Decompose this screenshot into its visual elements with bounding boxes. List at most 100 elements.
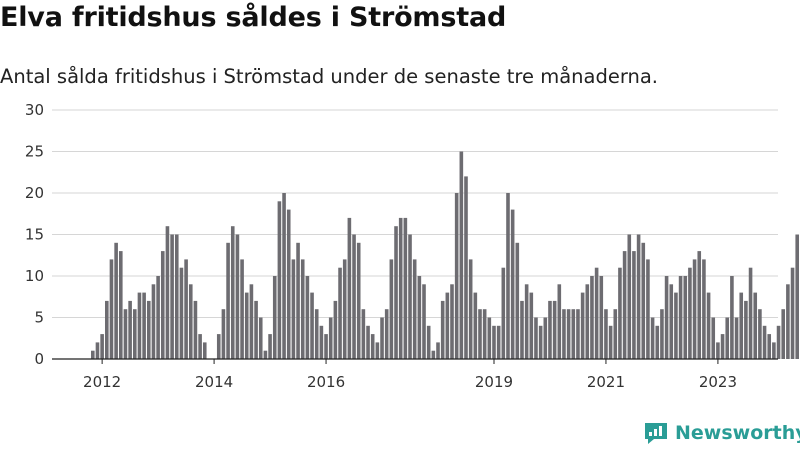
bar (165, 226, 170, 359)
bar (123, 309, 128, 359)
bar (352, 234, 356, 359)
bar (594, 267, 599, 359)
y-tick-label: 25 (25, 143, 44, 161)
bar (608, 325, 613, 359)
bar (146, 300, 151, 359)
bar (464, 176, 468, 359)
bar (198, 334, 202, 359)
bar (91, 350, 95, 359)
bar (291, 259, 296, 359)
bar (571, 309, 576, 359)
newsworthy-brand: Newsworthy (643, 418, 800, 448)
bar (118, 251, 123, 359)
bar (767, 334, 772, 359)
bar (384, 309, 389, 359)
bar (132, 309, 137, 359)
bar (244, 292, 249, 359)
bar (445, 292, 450, 359)
bar (576, 309, 580, 359)
bar (538, 325, 543, 359)
bar (314, 309, 319, 359)
bar (184, 259, 188, 359)
bar (282, 193, 286, 359)
bar (324, 334, 328, 359)
bar (431, 350, 436, 359)
bar (706, 292, 711, 359)
bar (440, 300, 445, 359)
bar (548, 300, 552, 359)
bar (487, 317, 492, 359)
y-tick-label: 5 (34, 309, 44, 327)
chart-title: Elva fritidshus såldes i Strömstad (0, 2, 507, 33)
y-tick-label: 10 (25, 267, 44, 285)
bar (328, 317, 333, 359)
bar (151, 284, 156, 359)
bar (319, 325, 324, 359)
bar (296, 242, 300, 359)
bar (142, 292, 146, 359)
bar (641, 242, 646, 359)
bar (552, 300, 557, 359)
bar (786, 284, 790, 359)
bar (482, 309, 487, 359)
bar (188, 284, 193, 359)
y-tick-label: 0 (34, 350, 44, 368)
bar (510, 209, 515, 359)
bar (128, 300, 132, 359)
bar (646, 259, 650, 359)
bar (478, 309, 482, 359)
bar (160, 251, 165, 359)
bar (664, 276, 669, 359)
bar (272, 276, 277, 359)
bar (534, 317, 538, 359)
bar (95, 342, 100, 359)
x-tick-label: 2016 (307, 373, 345, 391)
bar (599, 276, 604, 359)
bar (408, 234, 412, 359)
bar (468, 259, 473, 359)
bar (562, 309, 566, 359)
bar (660, 309, 664, 359)
bar (268, 334, 272, 359)
x-tick-label: 2023 (699, 373, 737, 391)
bar (604, 309, 608, 359)
bar (692, 259, 697, 359)
bar (137, 292, 142, 359)
bar (739, 292, 744, 359)
bar (459, 151, 464, 359)
bar (380, 317, 384, 359)
bar (529, 292, 534, 359)
bar (361, 309, 366, 359)
bar (697, 251, 702, 359)
bar (492, 325, 496, 359)
bar (370, 334, 375, 359)
bar (156, 276, 160, 359)
bar (674, 292, 678, 359)
bar (342, 259, 347, 359)
bar (515, 242, 520, 359)
bar (501, 267, 506, 359)
bar (702, 259, 706, 359)
bar (683, 276, 688, 359)
bar (627, 234, 632, 359)
bar (398, 217, 403, 359)
bar (543, 317, 548, 359)
bar (333, 300, 338, 359)
bar (622, 251, 627, 359)
y-tick-label: 30 (25, 101, 44, 119)
bar (795, 234, 800, 359)
bar (520, 300, 524, 359)
bar (669, 284, 674, 359)
bar (305, 276, 310, 359)
bar (753, 292, 758, 359)
bar (226, 242, 230, 359)
bar (109, 259, 114, 359)
bar (170, 234, 174, 359)
bar (216, 334, 221, 359)
bar (202, 342, 207, 359)
bar (636, 234, 641, 359)
x-tick-label: 2019 (475, 373, 513, 391)
bar (790, 267, 795, 359)
bar (734, 317, 739, 359)
bar (748, 267, 753, 359)
